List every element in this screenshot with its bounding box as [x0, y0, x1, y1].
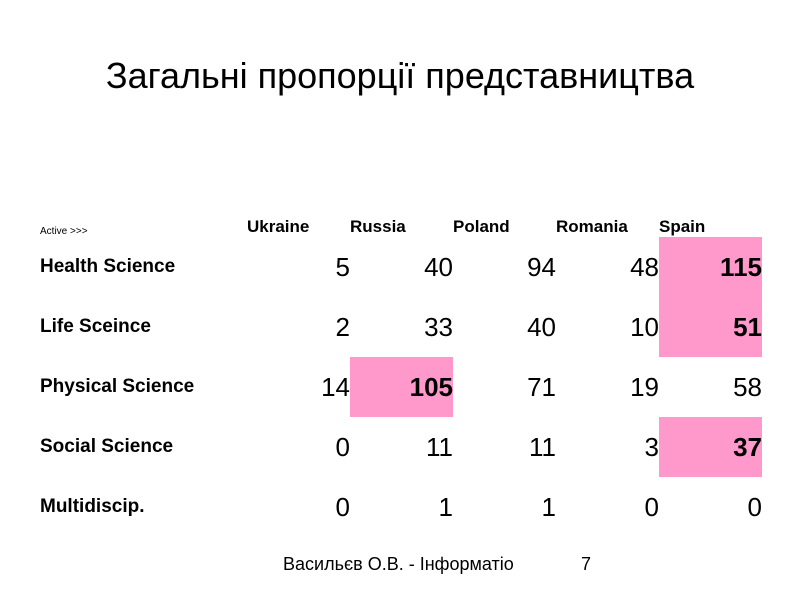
table-cell: 1: [438, 491, 453, 522]
table-cell: 0: [747, 491, 762, 522]
row-label: Physical Science: [40, 376, 195, 397]
table-cell: 14: [321, 371, 350, 402]
table-row: Life Sceince 2 33 40 10 51: [40, 297, 762, 357]
table-cell: 37: [659, 417, 762, 477]
column-header-romania: Romania: [556, 217, 628, 236]
table-cell: 19: [630, 371, 659, 402]
table-row: Social Science 0 11 11 3 37: [40, 417, 762, 477]
table-cell: 33: [424, 311, 453, 342]
table-cell: 0: [335, 491, 350, 522]
table-cell: 71: [527, 371, 556, 402]
table-cell: 40: [424, 251, 453, 282]
column-header-poland: Poland: [453, 217, 510, 236]
row-label: Social Science: [40, 436, 174, 457]
table-header-row: Active >>> Ukraine Russia Poland Romania…: [40, 197, 762, 237]
table-cell: 11: [426, 431, 453, 462]
table-cell: 58: [733, 371, 762, 402]
row-label: Life Sceince: [40, 316, 151, 337]
representation-table: Active >>> Ukraine Russia Poland Romania…: [40, 197, 762, 537]
table-cell: 5: [335, 251, 350, 282]
table-row: Physical Science 14 105 71 19 58: [40, 357, 762, 417]
table-cell: 0: [644, 491, 659, 522]
slide-footer: Васильєв О.В. - Інформатіо: [283, 554, 514, 574]
table-cell: 2: [335, 311, 350, 342]
column-header-spain: Spain: [659, 217, 706, 236]
table-cell: 40: [527, 311, 556, 342]
table-cell: 11: [529, 431, 556, 462]
table-cell: 48: [630, 251, 659, 282]
table-cell: 115: [659, 237, 762, 297]
table-row: Health Science 5 40 94 48 115: [40, 237, 762, 297]
corner-label: Active >>>: [40, 226, 88, 237]
column-header-ukraine: Ukraine: [247, 217, 310, 236]
table-cell: 94: [527, 251, 556, 282]
row-label: Health Science: [40, 256, 176, 277]
table-cell: 105: [350, 357, 453, 417]
slide-title: Загальні пропорції представництва: [105, 55, 695, 96]
table-cell: 51: [659, 297, 762, 357]
table-cell: 10: [630, 311, 659, 342]
table-cell: 1: [541, 491, 556, 522]
row-label: Multidiscip.: [40, 496, 145, 517]
page-number: 7: [581, 554, 592, 574]
table-cell: 0: [335, 431, 350, 462]
column-header-russia: Russia: [350, 217, 406, 236]
table-row: Multidiscip. 0 1 1 0 0: [40, 477, 762, 537]
table-cell: 3: [644, 431, 659, 462]
